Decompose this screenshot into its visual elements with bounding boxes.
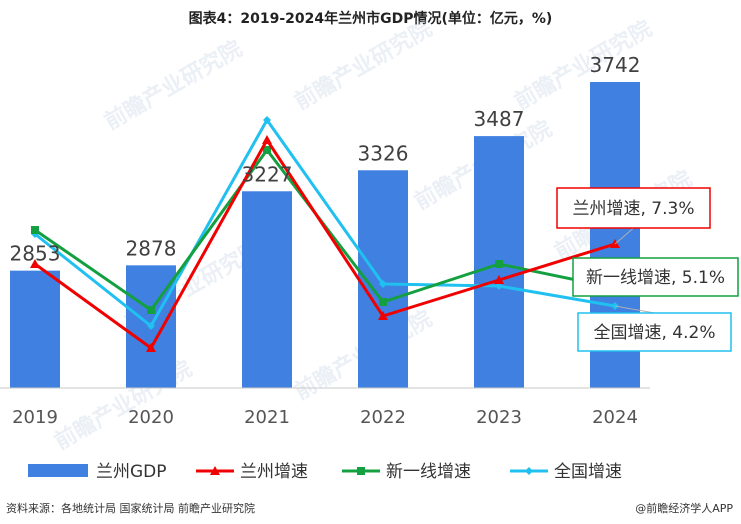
callout-box [556,187,711,229]
x-tick-label: 2019 [12,407,58,428]
x-tick-label: 2022 [360,407,406,428]
callout-label: 新一线增速, 5.1% [586,268,725,288]
line-marker [494,275,504,284]
chart-title: 图表4：2019-2024年兰州市GDP情况(单位：亿元，%) [188,11,553,27]
line-marker [210,466,220,475]
source-note: 资料来源：各地统计局 国家统计局 前瞻产业研究院 [6,502,255,515]
legend: 兰州GDP 兰州增速 新一线增速 全国增速 [28,462,622,482]
x-tick-label: 2023 [476,407,522,428]
legend-swatch [28,464,88,477]
gdp-bar-label: 3742 [590,53,641,77]
line-marker [378,311,388,320]
x-tick-label: 2020 [128,407,174,428]
bar-value-labels: 2853 2878 3227 3326 3487 3742 [10,53,641,266]
callout-leader [614,227,634,245]
callout-label: 全国增速, 4.2% [594,323,716,343]
line-marker [263,146,271,154]
gdp-bar [10,270,60,388]
annotations: 兰州增速, 7.3% 新一线增速, 5.1% 全国增速, 4.2% [556,187,739,352]
legend-label: 兰州GDP [96,462,167,482]
line-marker [31,226,39,234]
line-marker [263,116,271,124]
legend-label: 新一线增速 [386,462,471,482]
line-marker [379,280,387,288]
gdp-bar-label: 2878 [126,236,177,260]
line-marker [525,467,533,475]
series-line [34,118,616,328]
legend-label: 全国增速 [554,462,622,482]
line-marker [262,135,272,144]
gdp-bar-label: 2853 [10,242,61,266]
callout-box [577,312,732,352]
line-marker [147,322,155,330]
gdp-bar-label: 3487 [474,107,525,131]
gdp-bar-label: 3227 [242,162,293,186]
x-tick-label: 2021 [244,407,290,428]
brand-credit: @前瞻经济学人APP [635,502,733,515]
series-line [34,138,616,350]
line-marker [147,306,155,314]
gdp-bar-label: 3326 [358,141,409,165]
x-axis: 2019 2020 2021 2022 2023 2024 [0,387,650,428]
legend-label: 兰州增速 [240,462,308,482]
watermark-text: 前瞻产业研究院 [100,36,246,136]
callout-leader [614,305,655,314]
line-marker [379,298,387,306]
callout-label: 兰州增速, 7.3% [573,199,695,219]
line-series [30,116,620,352]
line-marker [146,343,156,352]
callout-box [572,257,739,297]
watermark-text: 前瞻产业研究院 [290,16,436,116]
line-marker [30,259,40,268]
line-marker [357,467,365,475]
gdp-bar [242,191,292,388]
line-marker [495,260,503,268]
x-tick-label: 2024 [592,407,638,428]
